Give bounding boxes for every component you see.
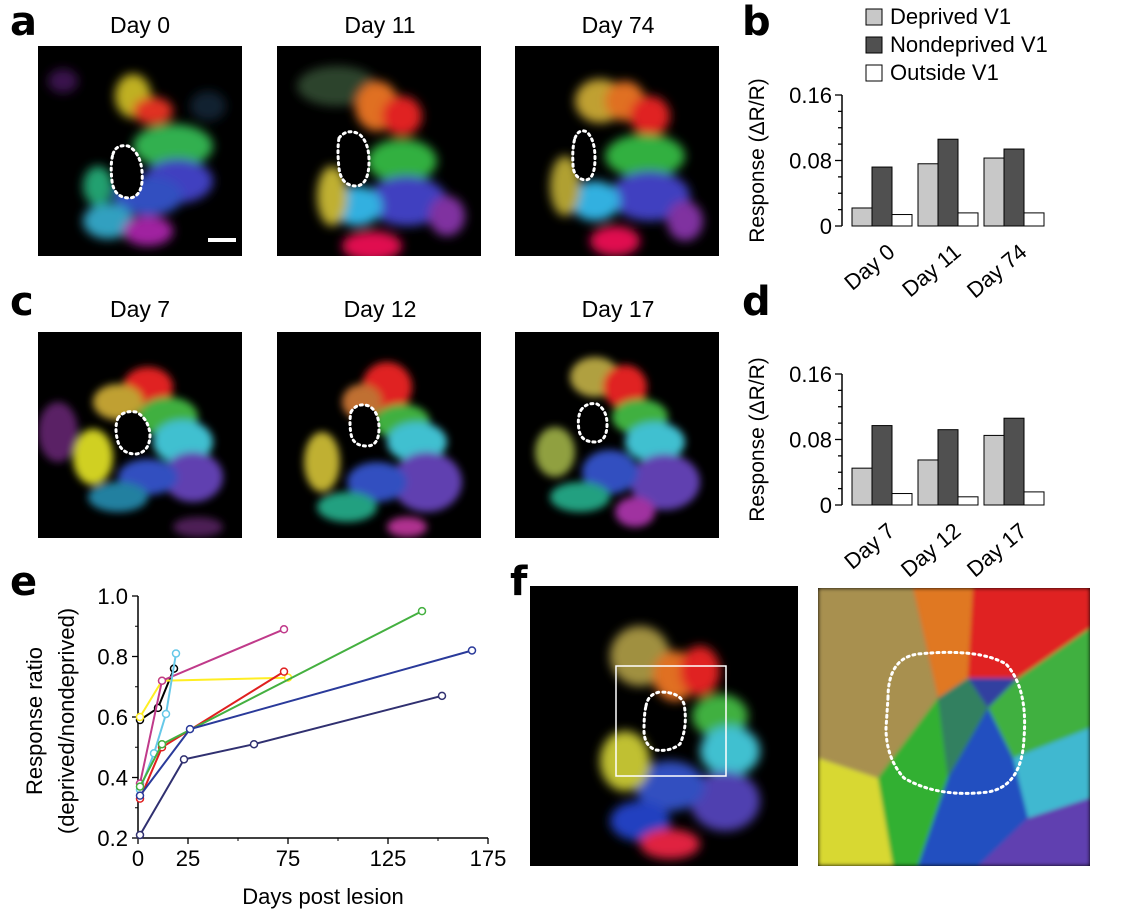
series-point-1 [135,712,145,722]
series-line-4 [139,670,285,800]
y-tick-label: 0.6 [97,705,128,730]
y-tick-label: 1.0 [97,584,128,609]
bar-1 [937,429,959,506]
series-line-7 [139,694,443,836]
series-point-7 [135,830,145,840]
y-tick-label: 0.2 [97,826,128,851]
panel-label-b: b [742,0,771,45]
y-tick-label: 0 [820,493,832,518]
x-tick-label: 25 [176,846,200,871]
series-point-7 [249,739,259,749]
series-point-4 [279,667,289,676]
bar-2 [1023,491,1045,506]
legend-swatch-0 [865,8,883,26]
x-tick-label: 0 [132,846,144,871]
day-label-c-1: Day 7 [109,296,171,322]
x-tick-label: 175 [470,846,507,871]
legend-label-1: Nondeprived V1 [890,32,1048,57]
orientation-map-a-day0 [38,46,242,256]
bar-2 [957,212,979,227]
orientation-map-a-day74 [515,46,719,256]
series-point-6 [467,646,477,655]
series-point-3 [171,649,181,658]
orientation-map-c-day17 [515,332,719,538]
panel-label-a: a [10,0,37,45]
panel-label-f: f [510,559,528,605]
legend-label-2: Outside V1 [890,60,999,85]
y-axis-label: Response (ΔR/R) [746,357,769,522]
bar-2 [1023,212,1045,227]
day-label-c-3: Day 17 [581,296,655,322]
day-label-a-1: Day 0 [109,12,171,38]
orientation-map-f-zoom [818,588,1090,866]
series-line-6 [139,649,473,797]
y-tick-label: 0.08 [789,149,832,174]
legend-swatch-1 [865,36,883,54]
y-tick-label: 0.08 [789,428,832,453]
orientation-map-a-day11 [277,46,481,256]
series-point-2 [157,676,167,685]
x-tick-label: 125 [370,846,407,871]
series-point-5 [417,606,427,616]
day-label-a-3: Day 74 [581,12,655,38]
series-point-6 [135,791,145,800]
x-tick-label: 75 [276,846,300,871]
bar-2 [891,493,913,506]
series-point-6 [185,724,195,734]
orientation-map-f-overview [530,586,798,866]
series-point-7 [179,755,189,764]
legend-swatch-2 [865,64,883,82]
bar-1 [871,166,893,227]
bar-1 [937,138,959,227]
y-axis-label-line2: (deprived/nondeprived) [54,608,79,834]
panel-label-e: e [10,559,38,605]
series-point-3 [161,709,171,719]
bar-1 [1003,417,1025,506]
bar-1 [871,425,893,506]
panel-label-c: c [10,279,34,325]
y-tick-label: 0 [820,214,832,239]
day-label-c-2: Day 12 [343,296,417,322]
orientation-map-c-day12 [277,332,481,538]
bar-2 [891,214,913,227]
y-tick-label: 0.16 [789,362,832,387]
y-tick-label: 0.16 [789,83,832,108]
y-tick-label: 0.8 [97,645,128,670]
bar-2 [957,496,979,506]
series-point-5 [157,739,167,749]
series-point-2 [279,625,289,634]
x-axis-label: Days post lesion [242,884,403,909]
legend-label-0: Deprived V1 [890,4,1011,29]
bar-1 [1003,148,1025,227]
series-point-5 [135,782,145,791]
orientation-map-c-day7 [38,332,242,538]
y-axis-label-line1: Response ratio [22,647,47,795]
panel-label-d: d [742,279,771,325]
y-axis-label: Response (ΔR/R) [746,78,769,243]
series-point-7 [437,691,447,701]
day-label-a-2: Day 11 [344,12,416,38]
series-line-3 [139,653,177,790]
y-tick-label: 0.4 [97,766,128,791]
